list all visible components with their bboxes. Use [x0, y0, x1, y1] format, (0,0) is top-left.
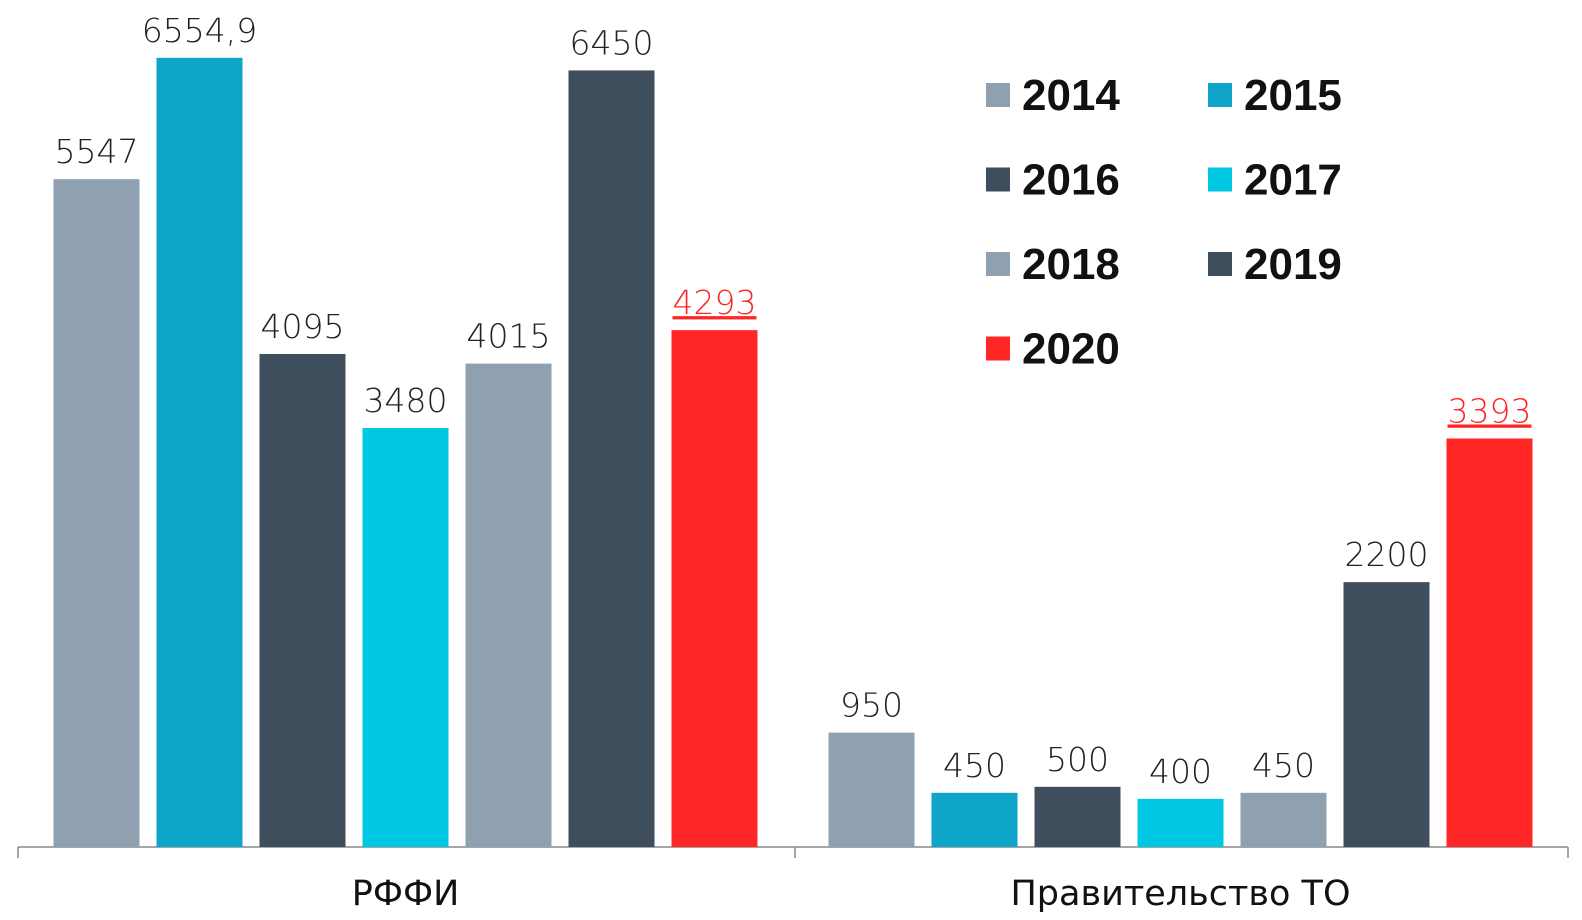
bar [465, 363, 552, 847]
legend-label: 2019 [1244, 240, 1342, 289]
legend-swatch [1208, 167, 1232, 192]
bar [1446, 438, 1533, 847]
bar [568, 70, 655, 847]
data-label: 4095 [261, 307, 345, 346]
legend-label: 2020 [1022, 325, 1120, 374]
data-label: 6554,9 [142, 11, 257, 50]
legend-label: 2014 [1022, 71, 1120, 120]
legend-swatch [986, 252, 1010, 276]
legend-swatch [1208, 83, 1232, 107]
x-tick-label: Правительство ТО [1010, 874, 1350, 914]
bar [259, 353, 346, 847]
legend-label: 2016 [1022, 156, 1120, 205]
data-label: 950 [840, 686, 903, 725]
legend-swatch [986, 167, 1010, 192]
bar [931, 792, 1018, 847]
bar [1240, 792, 1327, 847]
data-label: 6450 [570, 23, 654, 62]
legend-swatch [986, 83, 1010, 107]
data-label: 450 [1252, 746, 1315, 785]
legend-swatch [986, 336, 1010, 361]
bar [671, 330, 758, 847]
data-label: 5547 [55, 132, 139, 171]
bar [1034, 786, 1121, 847]
legend-label: 2017 [1244, 156, 1342, 205]
data-label: 500 [1046, 740, 1109, 779]
bar [156, 57, 243, 847]
bar [1137, 798, 1224, 847]
bar [828, 732, 915, 847]
data-label: 4015 [467, 317, 551, 356]
legend-swatch [1208, 252, 1232, 276]
legend-label: 2015 [1244, 71, 1342, 120]
data-label: 4293 [673, 283, 757, 322]
x-tick-label: РФФИ [352, 874, 460, 914]
data-label: 450 [943, 746, 1006, 785]
bar [53, 179, 140, 848]
data-label: 400 [1149, 752, 1212, 791]
bar [362, 428, 449, 847]
data-label: 3393 [1448, 391, 1532, 430]
data-label: 2200 [1345, 535, 1429, 574]
data-label: 3480 [364, 381, 448, 420]
bar [1343, 582, 1430, 847]
legend-label: 2018 [1022, 240, 1120, 289]
